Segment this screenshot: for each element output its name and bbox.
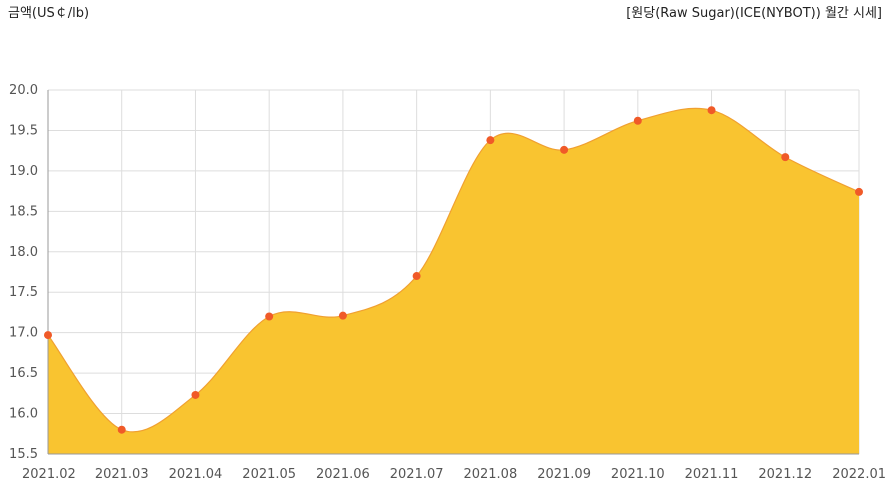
x-tick-label: 2021.03: [95, 467, 149, 482]
area-fill: [48, 108, 859, 455]
data-point[interactable]: [781, 153, 790, 162]
label-layer: 20.0 19.5 19.0 18.5 18.0 17.5 17.0 16.5 16.0 15.5…: [9, 83, 886, 482]
x-tick-label: 2021.09: [537, 467, 591, 482]
x-tick-label: 2021.05: [242, 467, 296, 482]
x-tick-label: 2021.06: [316, 467, 370, 482]
data-point[interactable]: [707, 106, 716, 115]
data-point[interactable]: [265, 312, 274, 321]
x-tick-label: 2022.01: [832, 467, 886, 482]
y-tick-label: 15.5: [9, 447, 38, 462]
y-tick-label: 17.5: [9, 285, 38, 300]
data-point[interactable]: [117, 425, 126, 434]
x-tick-label: 2021.08: [463, 467, 517, 482]
x-tick-label: 2021.07: [390, 467, 444, 482]
data-point[interactable]: [338, 311, 347, 320]
y-axis-unit-label: 금액(US￠/lb): [8, 6, 90, 21]
x-tick-label: 2021.12: [758, 467, 812, 482]
y-tick-label: 17.0: [9, 326, 38, 341]
y-tick-label: 20.0: [9, 83, 38, 98]
data-point[interactable]: [560, 145, 569, 154]
y-tick-label: 16.5: [9, 366, 38, 381]
x-tick-label: 2021.04: [169, 467, 223, 482]
y-tick-label: 18.0: [9, 245, 38, 260]
x-tick-label: 2021.02: [22, 467, 76, 482]
data-point[interactable]: [855, 187, 863, 196]
x-tick-label: 2021.11: [685, 467, 739, 482]
data-point[interactable]: [633, 116, 642, 125]
y-tick-label: 16.0: [9, 407, 38, 422]
data-point[interactable]: [412, 272, 421, 281]
data-point[interactable]: [191, 390, 200, 399]
y-tick-label: 19.0: [9, 164, 38, 179]
x-tick-label: 2021.10: [611, 467, 665, 482]
data-point[interactable]: [44, 331, 52, 340]
chart-title: [원당(Raw Sugar)(ICE(NYBOT)) 월간 시세]: [626, 6, 882, 21]
data-point[interactable]: [486, 136, 495, 145]
y-tick-label: 19.5: [9, 123, 38, 138]
axis-layer: [47, 90, 859, 455]
marker-layer: [44, 106, 863, 434]
y-tick-label: 18.5: [9, 204, 38, 219]
